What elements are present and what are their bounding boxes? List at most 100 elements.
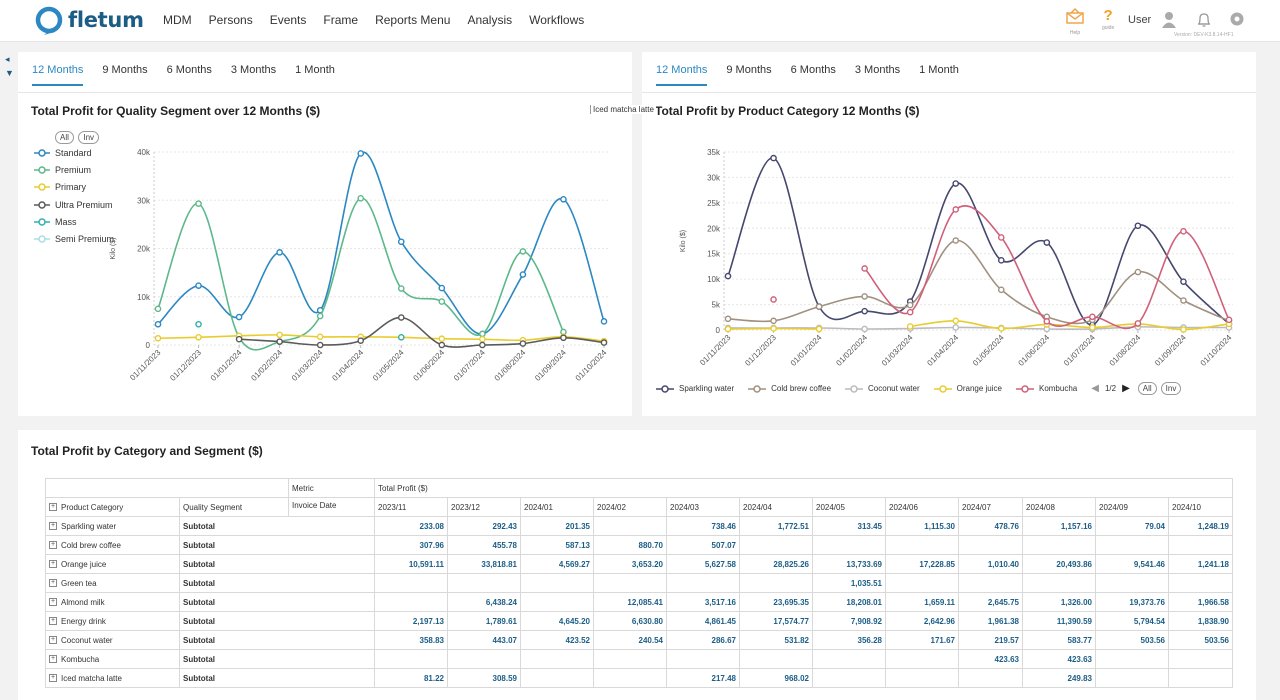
value-cell[interactable]: 17,228.85 [885, 554, 959, 574]
value-cell[interactable]: 28,825.26 [739, 554, 813, 574]
value-cell[interactable]: 503.56 [1168, 630, 1233, 650]
value-cell[interactable] [958, 573, 1023, 593]
value-cell[interactable] [374, 573, 448, 593]
value-cell[interactable]: 2,197.13 [374, 611, 448, 631]
value-cell[interactable]: 583.77 [1022, 630, 1096, 650]
value-cell[interactable] [593, 668, 667, 688]
value-cell[interactable]: 5,794.54 [1095, 611, 1169, 631]
legend-item-ultra-premium[interactable]: Ultra Premium [34, 196, 114, 213]
value-cell[interactable] [520, 649, 594, 669]
value-cell[interactable]: 1,248.19 [1168, 516, 1233, 536]
value-cell[interactable] [593, 516, 667, 536]
value-cell[interactable]: 233.08 [374, 516, 448, 536]
value-cell[interactable] [374, 592, 448, 612]
value-cell[interactable]: 10,591.11 [374, 554, 448, 574]
legend-item-premium[interactable]: Premium [34, 161, 114, 178]
value-cell[interactable]: 1,010.40 [958, 554, 1023, 574]
category-cell[interactable]: + Iced matcha latte [45, 668, 180, 688]
value-cell[interactable] [739, 573, 813, 593]
value-cell[interactable] [812, 535, 886, 555]
value-cell[interactable] [447, 573, 521, 593]
value-cell[interactable]: 356.28 [812, 630, 886, 650]
legend-item-semi-premium[interactable]: Semi Premium [34, 230, 114, 247]
value-cell[interactable] [1095, 573, 1169, 593]
value-cell[interactable]: 17,574.77 [739, 611, 813, 631]
value-cell[interactable]: 219.57 [958, 630, 1023, 650]
value-cell[interactable]: 507.07 [666, 535, 740, 555]
value-cell[interactable] [739, 649, 813, 669]
value-cell[interactable] [958, 535, 1023, 555]
value-cell[interactable]: 81.22 [374, 668, 448, 688]
tab-1-month[interactable]: 1 Month [919, 64, 959, 76]
value-cell[interactable] [593, 649, 667, 669]
category-cell[interactable]: + Orange juice [45, 554, 180, 574]
value-cell[interactable]: 6,630.80 [593, 611, 667, 631]
value-cell[interactable]: 2,645.75 [958, 592, 1023, 612]
value-cell[interactable] [1168, 573, 1233, 593]
collapse-icon[interactable]: ◂ [5, 54, 10, 64]
expand-icon[interactable]: + [49, 522, 57, 531]
category-cell[interactable]: + Coconut water [45, 630, 180, 650]
legend-item-coconut-water[interactable]: Coconut water [845, 384, 920, 393]
value-cell[interactable]: 286.67 [666, 630, 740, 650]
value-cell[interactable]: 1,659.11 [885, 592, 959, 612]
expand-icon[interactable]: + [49, 579, 57, 588]
value-cell[interactable]: 423.52 [520, 630, 594, 650]
value-cell[interactable]: 4,861.45 [666, 611, 740, 631]
legend-item-kombucha[interactable]: Kombucha [1015, 384, 1077, 393]
month-header[interactable]: 2023/11 [374, 497, 448, 517]
month-header[interactable]: 2024/08 [1022, 497, 1096, 517]
tab-3-months[interactable]: 3 Months [854, 64, 901, 76]
value-cell[interactable]: 7,908.92 [812, 611, 886, 631]
value-cell[interactable]: 503.56 [1095, 630, 1169, 650]
value-cell[interactable]: 587.13 [520, 535, 594, 555]
value-cell[interactable] [1022, 535, 1096, 555]
value-cell[interactable] [1168, 668, 1233, 688]
value-cell[interactable]: 423.63 [958, 649, 1023, 669]
expand-icon[interactable]: + [49, 503, 57, 512]
category-cell[interactable]: + Kombucha [45, 649, 180, 669]
value-cell[interactable] [1168, 535, 1233, 555]
legend-next-icon[interactable]: ▶ [1122, 383, 1130, 394]
settings-gear-icon[interactable] [1229, 11, 1245, 27]
value-cell[interactable] [1168, 649, 1233, 669]
value-cell[interactable] [666, 573, 740, 593]
month-header[interactable]: 2024/05 [812, 497, 886, 517]
value-cell[interactable] [885, 668, 959, 688]
user-label[interactable]: User [1128, 14, 1152, 26]
value-cell[interactable] [1022, 573, 1096, 593]
category-cell[interactable]: + Energy drink [45, 611, 180, 631]
value-cell[interactable] [739, 535, 813, 555]
legend-prev-icon[interactable]: ◀ [1091, 383, 1099, 394]
nav-item-reports-menu[interactable]: Reports Menu [375, 13, 451, 27]
value-cell[interactable] [447, 649, 521, 669]
value-cell[interactable] [520, 668, 594, 688]
month-header[interactable]: 2024/01 [520, 497, 594, 517]
expand-icon[interactable]: + [49, 541, 57, 550]
value-cell[interactable]: 171.67 [885, 630, 959, 650]
category-cell[interactable]: + Sparkling water [45, 516, 180, 536]
legend-item-cold-brew-coffee[interactable]: Cold brew coffee [748, 384, 831, 393]
value-cell[interactable]: 738.46 [666, 516, 740, 536]
value-cell[interactable] [812, 649, 886, 669]
legend-item-standard[interactable]: Standard [34, 144, 114, 161]
nav-item-mdm[interactable]: MDM [163, 13, 192, 27]
value-cell[interactable]: 19,373.76 [1095, 592, 1169, 612]
value-cell[interactable] [885, 649, 959, 669]
value-cell[interactable] [1095, 535, 1169, 555]
value-cell[interactable]: 1,035.51 [812, 573, 886, 593]
month-header[interactable]: 2024/03 [666, 497, 740, 517]
value-cell[interactable]: 531.82 [739, 630, 813, 650]
value-cell[interactable]: 11,390.59 [1022, 611, 1096, 631]
value-cell[interactable]: 9,541.46 [1095, 554, 1169, 574]
value-cell[interactable]: 4,645.20 [520, 611, 594, 631]
value-cell[interactable] [374, 649, 448, 669]
category-cell[interactable]: + Almond milk [45, 592, 180, 612]
value-cell[interactable] [885, 535, 959, 555]
value-cell[interactable] [593, 573, 667, 593]
legend-all-button[interactable]: All [55, 131, 74, 144]
legend-invert-button[interactable]: Inv [1160, 382, 1182, 395]
expand-icon[interactable]: + [49, 598, 57, 607]
nav-item-persons[interactable]: Persons [208, 13, 253, 27]
value-cell[interactable]: 4,569.27 [520, 554, 594, 574]
